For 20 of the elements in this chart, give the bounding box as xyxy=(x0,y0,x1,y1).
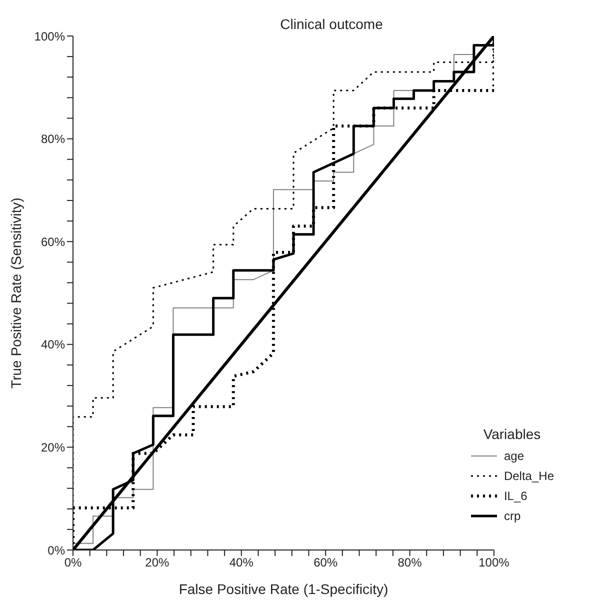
y-tick-label: 20% xyxy=(40,440,66,454)
chart-title: Clinical outcome xyxy=(279,16,384,32)
legend-label: Delta_He xyxy=(504,469,554,483)
x-tick-label: 100% xyxy=(478,556,510,570)
legend-label: crp xyxy=(504,509,521,523)
y-tick-label: 40% xyxy=(40,338,66,352)
y-axis-title: True Positive Rate (Sensitivity) xyxy=(8,198,24,388)
x-axis-title: False Positive Rate (1-Specificity) xyxy=(178,581,388,597)
legend-title: Variables xyxy=(482,426,542,442)
x-tick-label: 80% xyxy=(398,556,422,570)
y-tick-label: 60% xyxy=(40,234,66,249)
legend-label: IL_6 xyxy=(504,489,528,503)
x-tick-label: 20% xyxy=(145,556,170,570)
y-tick-label: 100% xyxy=(34,29,66,44)
x-tick-label: 40% xyxy=(229,556,254,570)
x-tick-label: 60% xyxy=(314,556,338,570)
y-tick-label: 80% xyxy=(40,132,66,146)
legend-label: age xyxy=(504,449,524,463)
x-tick-label: 0% xyxy=(64,556,82,570)
y-tick-label: 0% xyxy=(48,543,66,558)
